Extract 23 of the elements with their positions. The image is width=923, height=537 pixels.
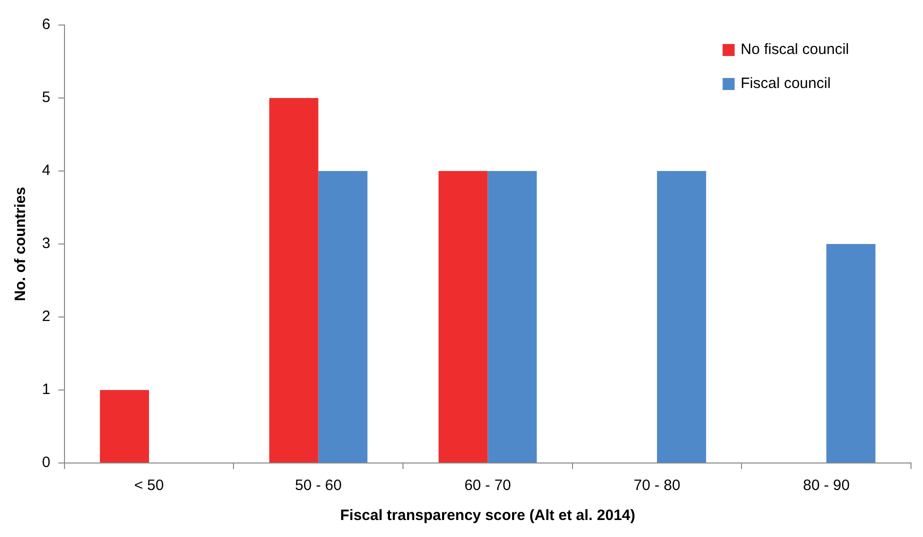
legend-label: No fiscal council xyxy=(740,41,850,58)
x-tick-label: 80 - 90 xyxy=(802,477,850,494)
bar xyxy=(438,171,488,462)
y-tick-label: 3 xyxy=(42,235,50,252)
bar xyxy=(318,171,368,462)
legend-label: Fiscal council xyxy=(740,75,831,92)
bar xyxy=(488,171,537,462)
bar xyxy=(657,171,706,462)
y-tick-label: 4 xyxy=(42,162,50,180)
y-tick-label: 5 xyxy=(42,89,50,106)
x-tick-label: < 50 xyxy=(134,477,164,494)
bar xyxy=(269,98,318,462)
y-tick-label: 6 xyxy=(42,16,50,34)
y-tick-label: 2 xyxy=(42,308,50,326)
y-axis-title: No. of countries xyxy=(12,186,30,302)
bar xyxy=(100,390,150,462)
bar xyxy=(826,244,876,462)
y-tick-label: 1 xyxy=(42,381,50,398)
x-tick-label: 50 - 60 xyxy=(294,477,342,494)
x-tick-label: 60 - 70 xyxy=(464,477,512,494)
x-axis-title: Fiscal transparency score (Alt et al. 2014) xyxy=(340,507,636,524)
x-tick-label: 70 - 80 xyxy=(634,477,680,494)
y-tick-label: 0 xyxy=(42,454,50,472)
